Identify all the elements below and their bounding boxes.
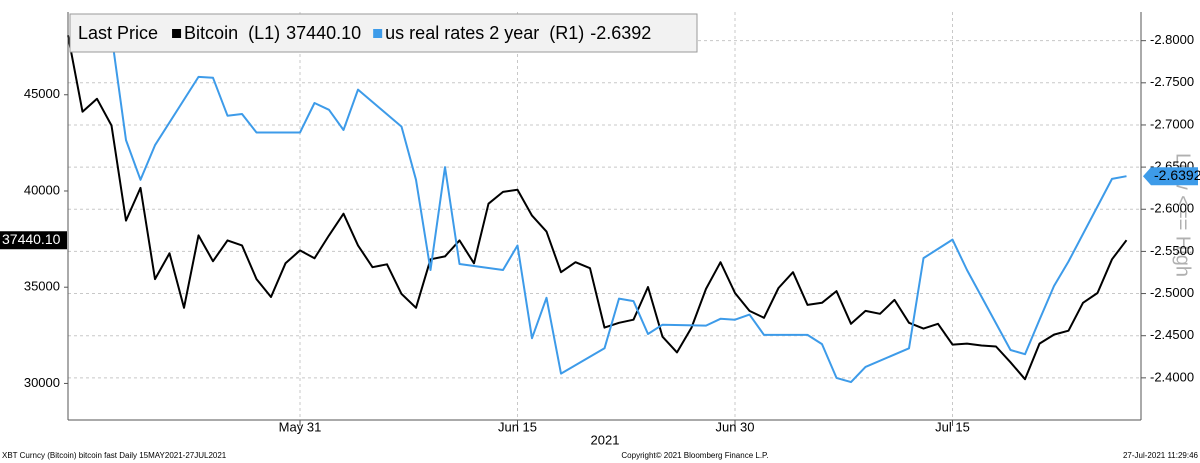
footer-center: Copyright© 2021 Bloomberg Finance L.P. — [621, 451, 768, 460]
y2-tick-label: -2.5000 — [1150, 285, 1194, 300]
legend: Bitcoin (L1) 37440.10 us real rates 2 year… — [172, 23, 651, 43]
last-value-label: -2.6392 — [1154, 167, 1200, 183]
footer-right: 27-Jul-2021 11:29:46 — [1123, 451, 1199, 460]
legend-swatch — [373, 29, 383, 38]
legend-value: -2.6392 — [590, 23, 651, 43]
y2-tick-label: -2.7500 — [1150, 74, 1194, 89]
legend-label: Bitcoin (L1) — [184, 23, 280, 43]
x-axis-label: 2021 — [591, 432, 620, 447]
y2-tick-label: -2.7000 — [1150, 116, 1194, 131]
footer-left: XBT Curncy (Bitcoin) bitcoin fast Daily … — [2, 451, 227, 460]
legend-title: Last Price — [78, 23, 158, 43]
y-tick-label: 45000 — [24, 86, 60, 101]
y-tick-label: 40000 — [24, 182, 60, 197]
y-tick-label: 30000 — [24, 375, 60, 390]
y2-tick-label: -2.4500 — [1150, 327, 1194, 342]
plot-area — [68, 12, 1141, 420]
last-value-tag — [1143, 167, 1198, 186]
series-line — [110, 34, 1127, 384]
y-tick-label: 35000 — [24, 279, 60, 294]
x-tick-label: Jun 15 — [498, 419, 537, 434]
lines — [67, 34, 1128, 384]
last-value-tag — [0, 231, 67, 250]
x-tick-label: May 31 — [279, 419, 322, 434]
last-value-label: 37440.10 — [2, 231, 61, 247]
grid — [68, 12, 1141, 420]
y2-tick-label: -2.6000 — [1150, 201, 1194, 216]
y2-tick-label: -2.8000 — [1150, 32, 1194, 47]
series-line — [67, 35, 1128, 381]
y2-tick-label: -2.5500 — [1150, 243, 1194, 258]
y2-tick-label: -2.4000 — [1150, 369, 1194, 384]
legend-swatch — [172, 29, 182, 38]
x-tick-label: Jul 15 — [935, 419, 970, 434]
x-tick-label: Jun 30 — [715, 419, 754, 434]
legend-label: us real rates 2 year (R1) — [385, 23, 584, 43]
legend-value: 37440.10 — [286, 23, 361, 43]
